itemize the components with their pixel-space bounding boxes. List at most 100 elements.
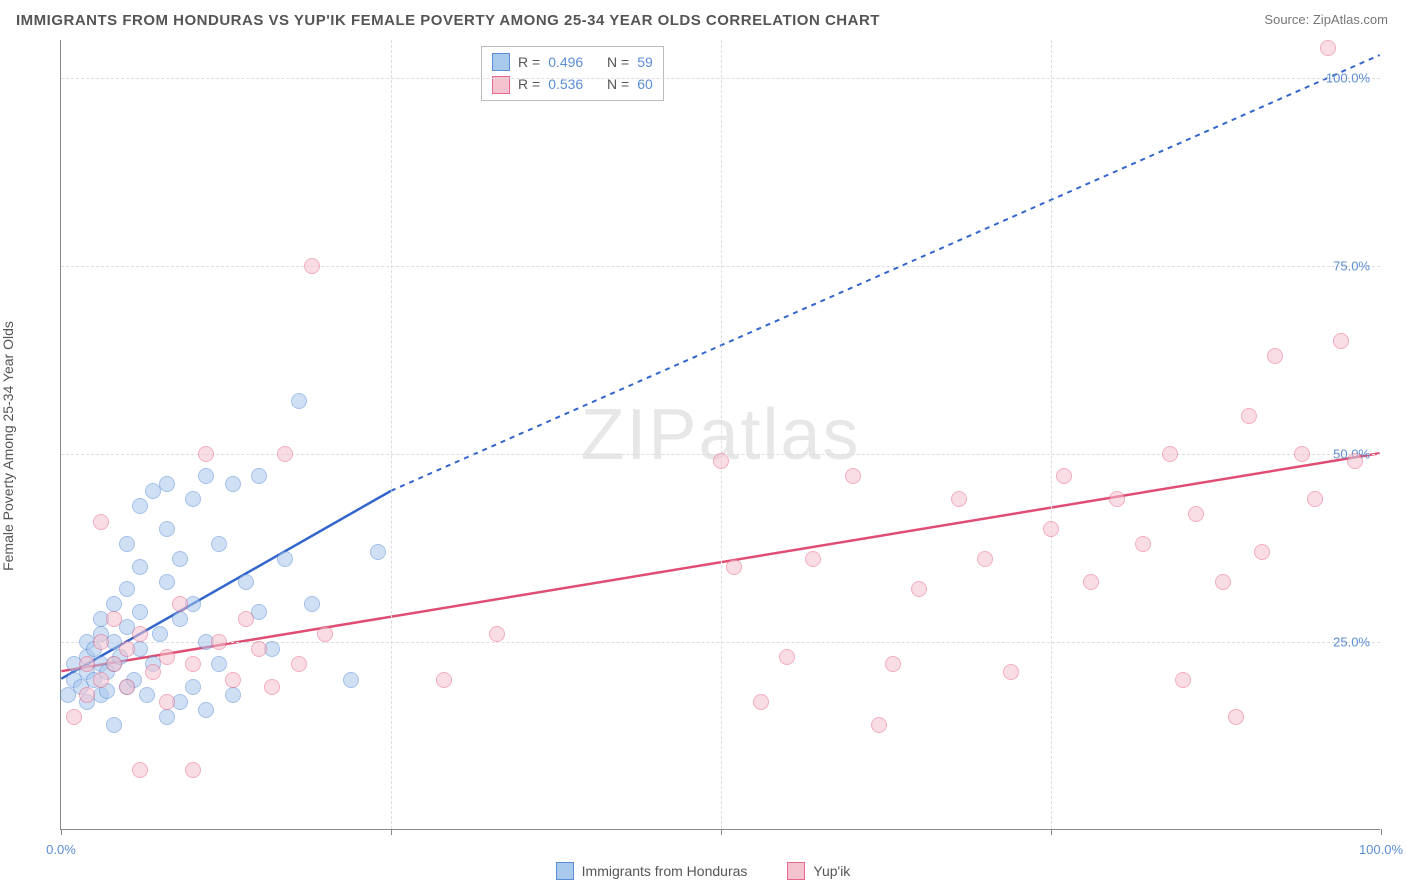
- scatter-point: [159, 709, 175, 725]
- scatter-point: [1083, 574, 1099, 590]
- series-name: Yup'ik: [813, 863, 850, 879]
- legend-swatch: [787, 862, 805, 880]
- scatter-point: [1228, 709, 1244, 725]
- scatter-point: [1267, 348, 1283, 364]
- watermark-zip: ZIP: [580, 395, 698, 475]
- x-tick-mark: [721, 829, 722, 835]
- scatter-point: [159, 574, 175, 590]
- scatter-point: [1294, 446, 1310, 462]
- scatter-point: [211, 536, 227, 552]
- legend-r-label: R =: [518, 51, 540, 73]
- scatter-point: [211, 656, 227, 672]
- scatter-point: [291, 393, 307, 409]
- scatter-point: [93, 634, 109, 650]
- scatter-point: [1056, 468, 1072, 484]
- scatter-point: [251, 468, 267, 484]
- scatter-point: [139, 687, 155, 703]
- series-legend-item: Yup'ik: [787, 862, 850, 880]
- scatter-point: [159, 476, 175, 492]
- source-attribution: Source: ZipAtlas.com: [1264, 12, 1388, 27]
- scatter-point: [251, 641, 267, 657]
- scatter-point: [1135, 536, 1151, 552]
- scatter-point: [1109, 491, 1125, 507]
- scatter-point: [1003, 664, 1019, 680]
- scatter-point: [805, 551, 821, 567]
- y-tick-label: 25.0%: [1333, 634, 1370, 649]
- scatter-point: [370, 544, 386, 560]
- scatter-point: [489, 626, 505, 642]
- scatter-point: [277, 551, 293, 567]
- legend-row: R = 0.496 N = 59: [492, 51, 653, 73]
- scatter-point: [211, 634, 227, 650]
- x-tick-label: 100.0%: [1359, 842, 1403, 857]
- legend-swatch: [556, 862, 574, 880]
- scatter-point: [225, 672, 241, 688]
- scatter-point: [277, 446, 293, 462]
- scatter-point: [291, 656, 307, 672]
- scatter-point: [238, 611, 254, 627]
- scatter-point: [172, 611, 188, 627]
- scatter-point: [185, 762, 201, 778]
- grid-line-vertical: [391, 40, 392, 829]
- correlation-legend: R =0.496 N =59R =0.536 N =60: [481, 46, 664, 101]
- scatter-point: [1175, 672, 1191, 688]
- scatter-point: [106, 596, 122, 612]
- scatter-point: [185, 656, 201, 672]
- x-tick-mark: [1051, 829, 1052, 835]
- plot-area: ZIPatlas R =0.496 N =59R =0.536 N =60 25…: [60, 40, 1380, 830]
- scatter-point: [951, 491, 967, 507]
- scatter-point: [185, 679, 201, 695]
- scatter-point: [66, 709, 82, 725]
- series-legend-item: Immigrants from Honduras: [556, 862, 748, 880]
- scatter-point: [1333, 333, 1349, 349]
- scatter-point: [753, 694, 769, 710]
- legend-swatch: [492, 53, 510, 71]
- scatter-point: [159, 649, 175, 665]
- scatter-point: [119, 536, 135, 552]
- scatter-point: [726, 559, 742, 575]
- scatter-point: [119, 581, 135, 597]
- scatter-point: [172, 596, 188, 612]
- scatter-point: [977, 551, 993, 567]
- scatter-point: [132, 626, 148, 642]
- x-tick-mark: [61, 829, 62, 835]
- scatter-point: [79, 656, 95, 672]
- scatter-point: [1241, 408, 1257, 424]
- scatter-point: [145, 664, 161, 680]
- scatter-point: [225, 476, 241, 492]
- trend-line-extension: [391, 55, 1380, 491]
- y-tick-label: 75.0%: [1333, 258, 1370, 273]
- scatter-point: [185, 491, 201, 507]
- y-axis-label: Female Poverty Among 25-34 Year Olds: [0, 321, 16, 571]
- scatter-point: [779, 649, 795, 665]
- scatter-point: [79, 687, 95, 703]
- trend-line: [61, 491, 391, 679]
- scatter-point: [119, 641, 135, 657]
- scatter-point: [1347, 453, 1363, 469]
- source-name: ZipAtlas.com: [1313, 12, 1388, 27]
- scatter-point: [264, 679, 280, 695]
- scatter-point: [198, 702, 214, 718]
- scatter-point: [1254, 544, 1270, 560]
- scatter-point: [225, 687, 241, 703]
- scatter-point: [106, 656, 122, 672]
- legend-n-label: N =: [607, 51, 629, 73]
- scatter-point: [159, 521, 175, 537]
- scatter-point: [1043, 521, 1059, 537]
- scatter-point: [304, 258, 320, 274]
- scatter-point: [304, 596, 320, 612]
- scatter-point: [885, 656, 901, 672]
- scatter-point: [871, 717, 887, 733]
- scatter-point: [93, 672, 109, 688]
- scatter-point: [1188, 506, 1204, 522]
- scatter-point: [132, 559, 148, 575]
- legend-r-value: 0.496: [548, 51, 583, 73]
- legend-n-value: 59: [637, 51, 653, 73]
- scatter-point: [172, 551, 188, 567]
- series-legend: Immigrants from Honduras Yup'ik: [0, 862, 1406, 880]
- scatter-point: [159, 694, 175, 710]
- scatter-point: [106, 611, 122, 627]
- scatter-point: [1307, 491, 1323, 507]
- scatter-point: [132, 604, 148, 620]
- scatter-point: [343, 672, 359, 688]
